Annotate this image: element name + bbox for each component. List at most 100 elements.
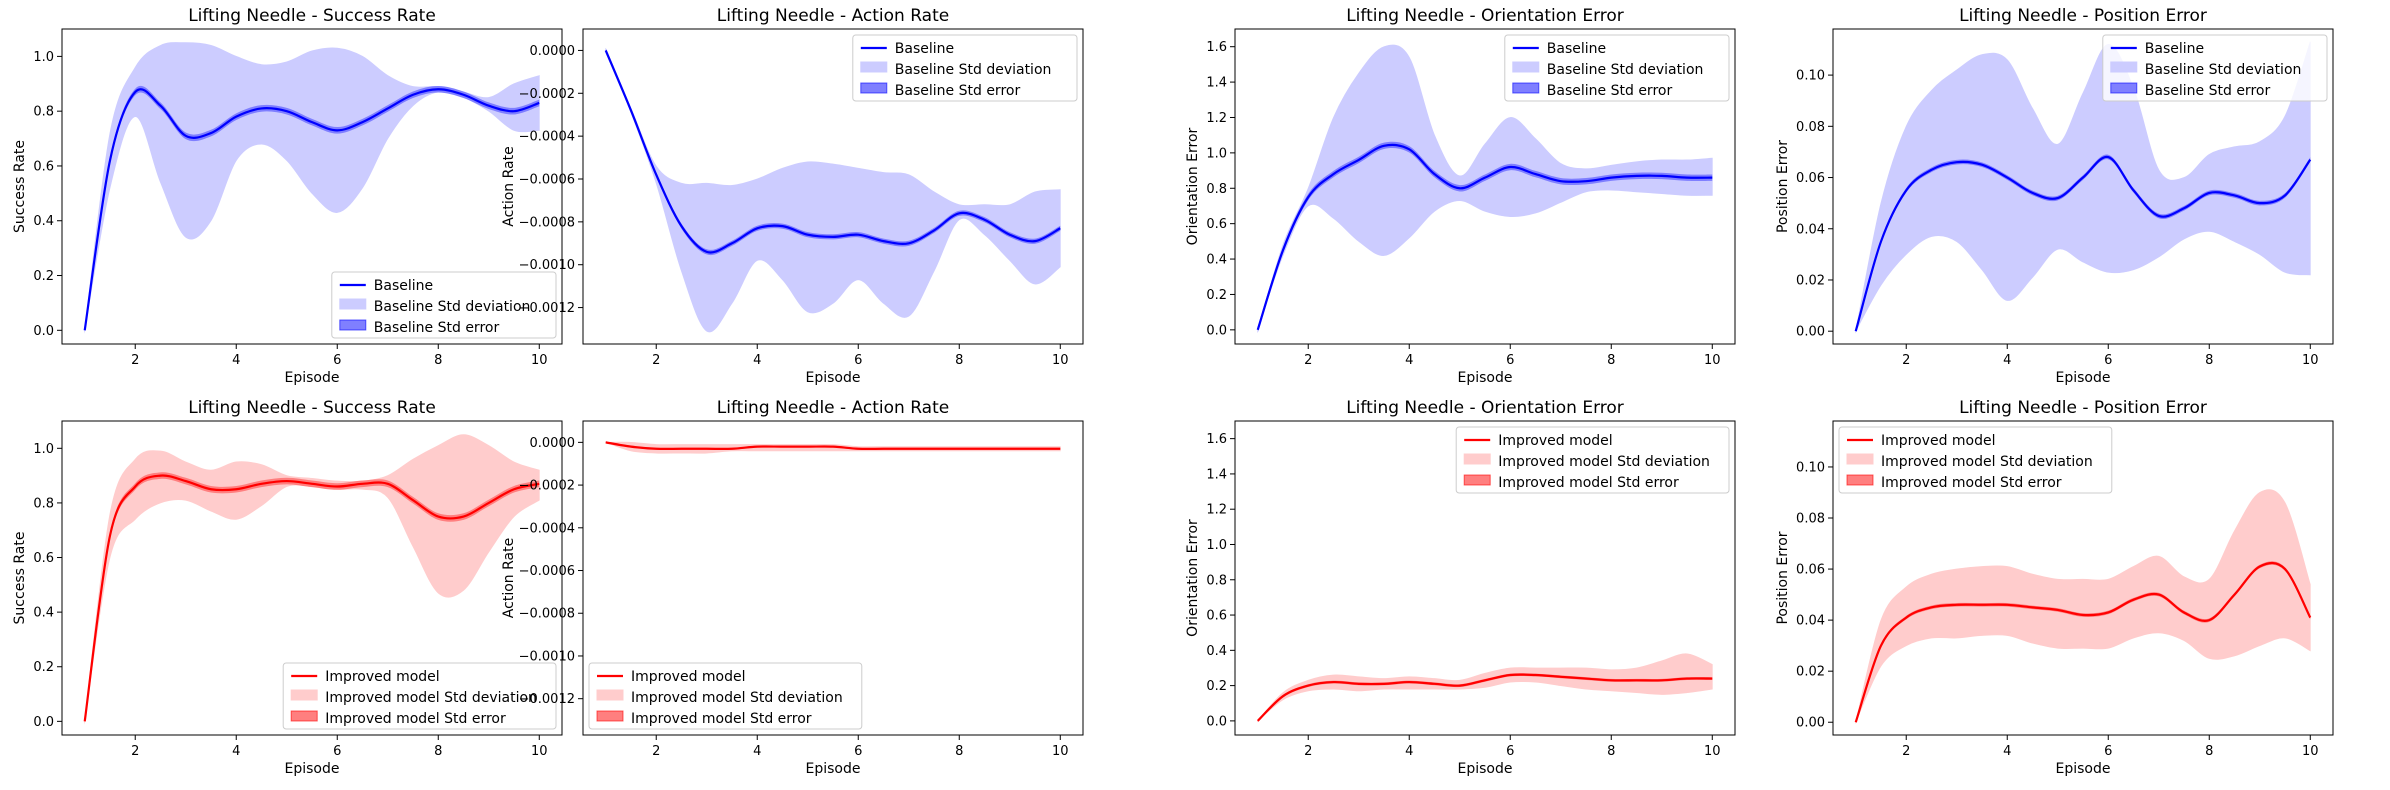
x-tick-label: 8 <box>434 744 442 759</box>
x-tick-label: 6 <box>333 744 341 759</box>
axes-frame <box>582 28 1084 345</box>
legend: Improved model Improved model Std deviati… <box>588 662 863 730</box>
x-tick-label: 10 <box>1052 744 1069 759</box>
x-tick-label: 8 <box>434 353 442 368</box>
axes-frame <box>61 420 563 736</box>
legend-entry: Baseline Std error <box>374 320 500 336</box>
x-tick-label: 4 <box>753 744 761 759</box>
chart-title: Lifting Needle - Orientation Error <box>1346 6 1624 26</box>
x-tick-label: 4 <box>1405 353 1413 368</box>
y-tick-label: 0.6 <box>1206 609 1227 624</box>
x-tick-label: 6 <box>2104 744 2112 759</box>
y-tick-label: 1.0 <box>33 442 54 457</box>
legend-std-deviation-swatch <box>1463 453 1491 465</box>
y-tick-label: 0.10 <box>1796 69 1825 84</box>
x-tick-label: 10 <box>531 744 548 759</box>
legend-entry: Baseline <box>1547 41 1606 57</box>
legend-entry: Improved model Std deviation <box>631 690 843 706</box>
x-axis-label: Episode <box>1458 370 1513 386</box>
y-axis-label: Position Error <box>1775 531 1791 624</box>
std-deviation-band <box>1855 489 2311 723</box>
x-tick-label: 2 <box>1902 744 1910 759</box>
chart-title: Lifting Needle - Position Error <box>1959 398 2207 418</box>
x-tick-label: 2 <box>652 744 660 759</box>
legend-entry: Baseline Std deviation <box>374 299 531 315</box>
y-tick-label: −0.0012 <box>519 692 575 707</box>
std-error-band <box>1257 673 1713 723</box>
chart-panel-7: 2 4 6 8 10 0.0 0.2 0.4 0.6 0.8 1.0 1.2 1.4 1.6 Lifting… <box>1185 398 1736 777</box>
std-error-band <box>1257 141 1713 334</box>
x-tick-label: 2 <box>131 353 139 368</box>
std-error-band <box>605 47 1061 256</box>
y-tick-label: 1.0 <box>33 50 54 65</box>
y-tick-label: 0.10 <box>1796 460 1825 475</box>
axes-frame <box>1832 28 2334 345</box>
y-tick-label: 0.8 <box>33 496 54 511</box>
legend-entry: Improved model Std error <box>1498 475 1679 491</box>
legend-std-deviation-swatch <box>339 298 367 310</box>
x-tick-label: 8 <box>1607 744 1615 759</box>
y-axis-label: Orientation Error <box>1185 127 1201 245</box>
chart-title: Lifting Needle - Orientation Error <box>1346 398 1624 418</box>
x-tick-label: 2 <box>131 744 139 759</box>
y-tick-label: −0.0006 <box>519 564 575 579</box>
axes-frame <box>61 28 563 345</box>
chart-panel-8: 2 4 6 8 10 0.00 0.02 0.04 0.06 0.08 0.10 Lifting Ne… <box>1775 398 2334 777</box>
legend-std-error-swatch <box>1512 82 1540 94</box>
y-tick-label: 0.06 <box>1796 171 1825 186</box>
chart-panel-2: 2 4 6 8 10 0.0000 −0.0002 −0.0004 −0.0006 −0.0008… <box>501 6 1084 386</box>
x-tick-label: 10 <box>2302 353 2319 368</box>
x-tick-label: 6 <box>333 353 341 368</box>
x-tick-label: 4 <box>753 353 761 368</box>
y-tick-label: 0.8 <box>1206 182 1227 197</box>
y-tick-label: 0.0000 <box>530 44 576 59</box>
y-tick-label: −0.0008 <box>519 607 575 622</box>
x-tick-label: 10 <box>1704 353 1721 368</box>
y-tick-label: 0.08 <box>1796 120 1825 135</box>
mean-line <box>1256 673 1713 722</box>
y-tick-label: −0.0010 <box>519 649 575 664</box>
legend-std-deviation-swatch <box>1512 61 1540 73</box>
legend-std-error-swatch <box>1463 474 1491 486</box>
legend-box <box>331 271 557 339</box>
x-tick-label: 8 <box>2205 744 2213 759</box>
x-tick-label: 10 <box>1704 744 1721 759</box>
y-tick-label: 0.2 <box>33 660 54 675</box>
legend-std-deviation-swatch <box>860 61 888 73</box>
mean-line <box>1854 155 2312 332</box>
x-axis-label: Episode <box>285 761 340 777</box>
legend: Baseline Baseline Std deviation Baseline S… <box>331 271 557 339</box>
legend-std-deviation-swatch <box>1846 453 1874 465</box>
x-axis-label: Episode <box>2056 370 2111 386</box>
chart-title: Lifting Needle - Success Rate <box>188 398 436 418</box>
y-tick-label: 0.4 <box>33 606 54 621</box>
y-tick-label: 0.02 <box>1796 273 1825 288</box>
chart-panel-6: 2 4 6 8 10 0.0000 −0.0002 −0.0004 −0.0006 −0.0008… <box>501 398 1084 777</box>
y-tick-label: 0.4 <box>1206 644 1227 659</box>
chart-title: Lifting Needle - Action Rate <box>717 398 949 418</box>
legend: Improved model Improved model Std deviati… <box>1838 426 2113 494</box>
legend-box <box>1455 426 1730 494</box>
x-tick-label: 4 <box>232 353 240 368</box>
legend: Baseline Baseline Std deviation Baseline S… <box>852 34 1078 102</box>
chart-panel-3: 2 4 6 8 10 0.0 0.2 0.4 0.6 0.8 1.0 1.2 1.4 1.6 Lifting… <box>1185 6 1736 386</box>
legend-std-error-swatch <box>2110 82 2138 94</box>
chart-title: Lifting Needle - Position Error <box>1959 6 2207 26</box>
legend: Baseline Baseline Std deviation Baseline S… <box>1504 34 1730 102</box>
x-tick-label: 6 <box>2104 353 2112 368</box>
legend-entry: Improved model <box>1498 433 1613 449</box>
legend-box <box>282 662 557 730</box>
y-tick-label: 0.4 <box>1206 253 1227 268</box>
x-tick-label: 8 <box>955 353 963 368</box>
legend-box <box>1504 34 1730 102</box>
chart-panel-5: 2 4 6 8 10 0.0 0.2 0.4 0.6 0.8 1.0 Lifting Needle -… <box>12 398 563 777</box>
legend-entry: Baseline Std error <box>1547 83 1673 99</box>
y-tick-label: 1.2 <box>1206 111 1227 126</box>
x-tick-label: 2 <box>1902 353 1910 368</box>
x-tick-label: 10 <box>531 353 548 368</box>
y-tick-label: 1.0 <box>1206 146 1227 161</box>
legend-entry: Baseline Std error <box>2145 83 2271 99</box>
y-tick-label: 1.0 <box>1206 538 1227 553</box>
y-tick-label: −0.0002 <box>519 479 575 494</box>
y-tick-label: −0.0004 <box>519 130 575 145</box>
